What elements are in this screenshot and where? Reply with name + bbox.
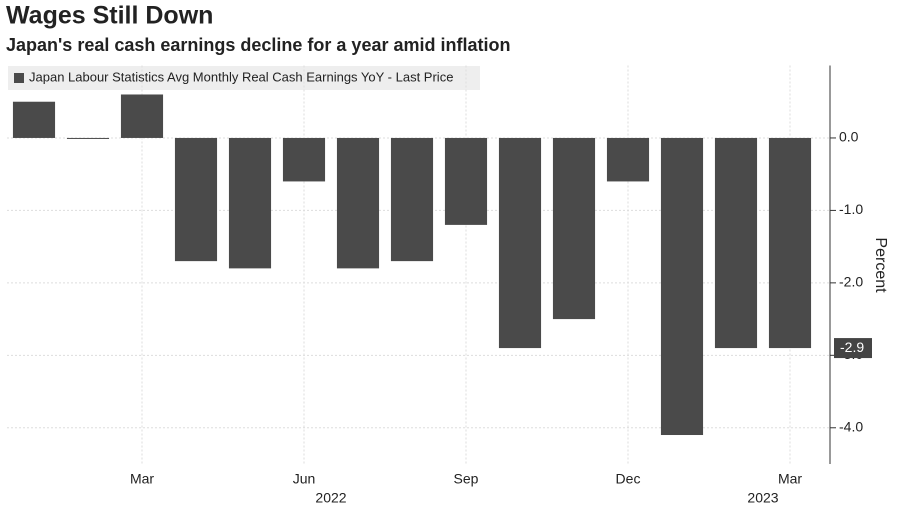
y-tick-label: -1.0 bbox=[839, 201, 863, 217]
x-tick-label: Dec bbox=[616, 471, 641, 487]
legend-label: Japan Labour Statistics Avg Monthly Real… bbox=[29, 69, 453, 84]
last-price-label: -2.9 bbox=[840, 339, 864, 355]
bar bbox=[120, 94, 164, 138]
legend-swatch bbox=[14, 73, 24, 83]
chart-subtitle: Japan's real cash earnings decline for a… bbox=[6, 35, 510, 55]
bar bbox=[282, 137, 326, 182]
x-tick-label: Mar bbox=[778, 471, 802, 487]
bar bbox=[228, 137, 272, 269]
x-tick-label: Sep bbox=[454, 471, 479, 487]
x-year-label: 2023 bbox=[747, 490, 778, 506]
bar bbox=[606, 137, 650, 182]
x-tick-label: Mar bbox=[130, 471, 154, 487]
y-tick-label: 0.0 bbox=[839, 129, 859, 145]
bar bbox=[66, 137, 110, 139]
bar bbox=[714, 137, 758, 349]
x-tick-label: Jun bbox=[293, 471, 316, 487]
last-price-box bbox=[834, 338, 872, 359]
bar bbox=[498, 137, 542, 349]
bar bbox=[390, 137, 434, 262]
bar bbox=[174, 137, 218, 262]
bar bbox=[444, 137, 488, 225]
chart-title: Wages Still Down bbox=[6, 2, 213, 30]
x-year-label: 2022 bbox=[315, 490, 346, 506]
y-axis-label: Percent bbox=[872, 237, 889, 293]
bar bbox=[552, 137, 596, 320]
bar bbox=[768, 137, 812, 349]
y-tick-label: -4.0 bbox=[839, 418, 863, 434]
y-tick-label: -2.0 bbox=[839, 274, 863, 290]
bar bbox=[12, 101, 56, 138]
bar bbox=[336, 137, 380, 269]
legend-box bbox=[8, 66, 480, 90]
bar bbox=[660, 137, 704, 436]
